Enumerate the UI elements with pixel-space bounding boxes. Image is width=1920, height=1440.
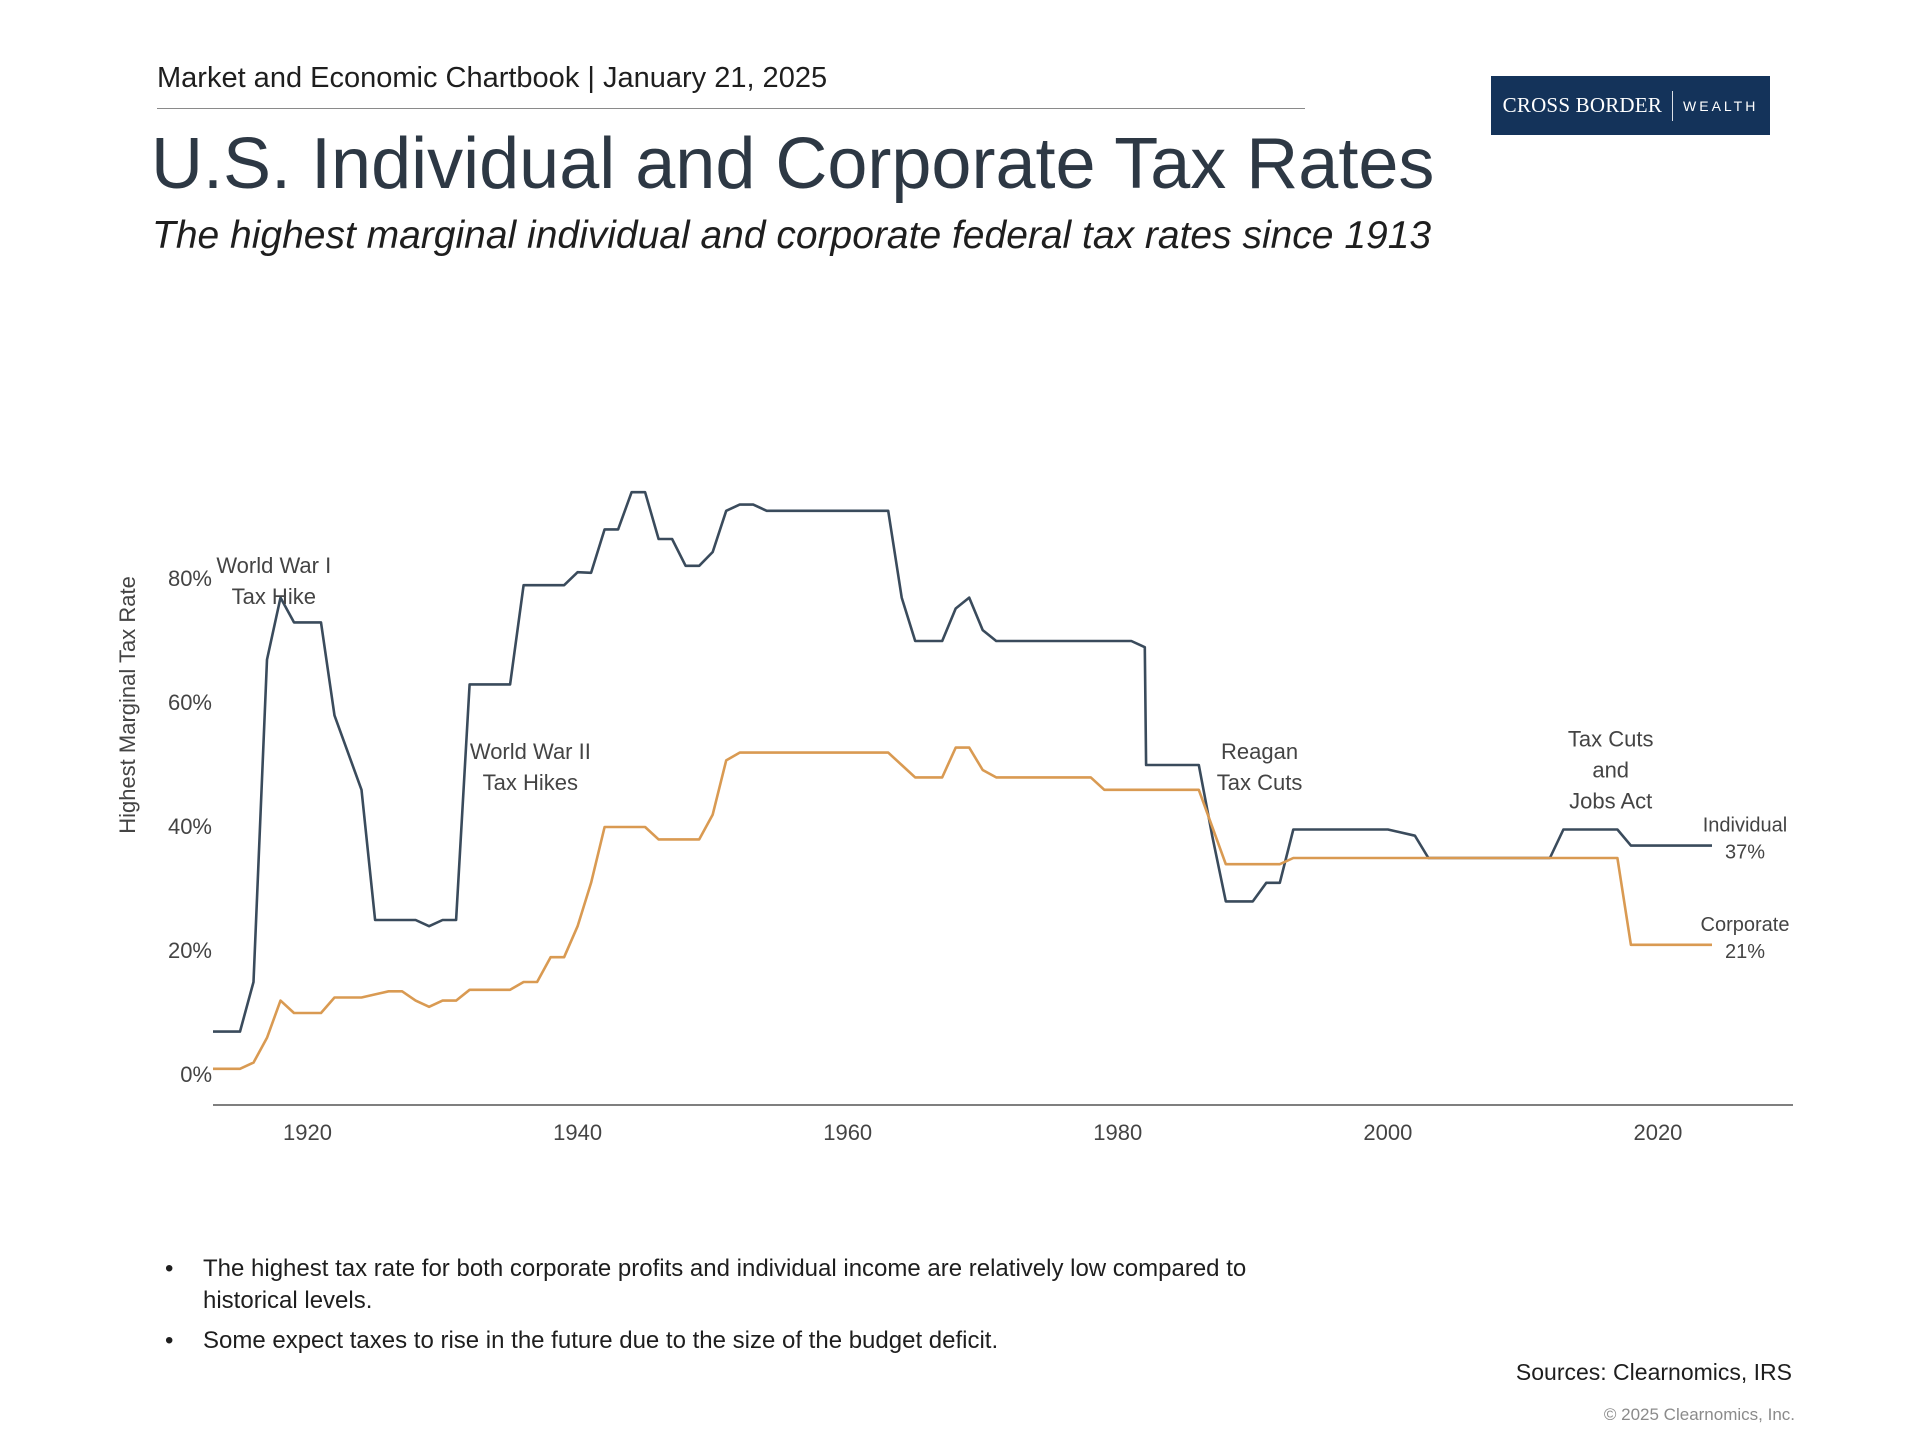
tax-rate-line-chart: 1920 1940 1960 1980 2000 2020 0% 20% 40% 60% 80% Hi… — [115, 490, 1793, 1145]
chart-annotation: Tax Cuts — [1217, 770, 1303, 795]
key-points-list: • The highest tax rate for both corporate… — [163, 1253, 1343, 1365]
y-tick-label: 80% — [168, 566, 212, 591]
x-tick-label: 1980 — [1093, 1120, 1142, 1145]
x-tick-label: 2020 — [1633, 1120, 1682, 1145]
series-end-label-corporate: Corporate — [1701, 914, 1790, 936]
x-tick-label: 2000 — [1363, 1120, 1412, 1145]
chart-annotation: and — [1592, 757, 1629, 782]
chart-annotation: World War I — [216, 553, 331, 578]
series-end-label-individual: 37% — [1725, 842, 1765, 864]
x-tick-label: 1940 — [553, 1120, 602, 1145]
series-end-label-corporate: 21% — [1725, 941, 1765, 963]
chart-annotation: Tax Cuts — [1568, 726, 1654, 751]
bullet-text: The highest tax rate for both corporate … — [203, 1255, 1247, 1314]
bullet-icon: • — [165, 1327, 174, 1354]
y-tick-label: 20% — [168, 938, 212, 963]
x-tick-label: 1960 — [823, 1120, 872, 1145]
bullet-item: • The highest tax rate for both corporate… — [163, 1253, 1343, 1317]
chart-annotation: Tax Hike — [232, 584, 316, 609]
bullet-item: • Some expect taxes to rise in the future… — [163, 1325, 1343, 1357]
sources-note: Sources: Clearnomics, IRS — [1515, 1359, 1792, 1385]
brand-logo[interactable]: CROSS BORDER WEALTH — [1491, 76, 1770, 135]
logo-main-text: CROSS BORDER — [1502, 93, 1663, 117]
page-title: U.S. Individual and Corporate Tax Rates — [151, 124, 1435, 204]
series-end-label-individual: Individual — [1703, 815, 1788, 837]
chartbook-header: Market and Economic Chartbook | January … — [157, 62, 828, 94]
y-axis-title: Highest Marginal Tax Rate — [115, 576, 140, 834]
page-subtitle: The highest marginal individual and corp… — [152, 214, 1432, 257]
copyright-note: © 2025 Clearnomics, Inc. — [1603, 1405, 1795, 1424]
logo-divider — [1672, 90, 1674, 121]
chart-annotation: World War II — [470, 739, 591, 764]
bullet-icon: • — [165, 1255, 174, 1282]
y-tick-label: 0% — [180, 1062, 212, 1087]
series-line-individual — [213, 490, 1712, 1033]
chart-annotation: Reagan — [1221, 739, 1298, 764]
bullet-text: Some expect taxes to rise in the future … — [203, 1327, 999, 1354]
x-tick-label: 1920 — [283, 1120, 332, 1145]
y-tick-label: 60% — [168, 690, 212, 715]
header-divider — [157, 108, 1305, 109]
logo-sub-text: WEALTH — [1683, 97, 1759, 114]
y-tick-label: 40% — [168, 814, 212, 839]
chart-annotation: Tax Hikes — [483, 770, 578, 795]
chart-annotation: Jobs Act — [1569, 788, 1652, 813]
series-line-corporate — [213, 746, 1712, 1071]
